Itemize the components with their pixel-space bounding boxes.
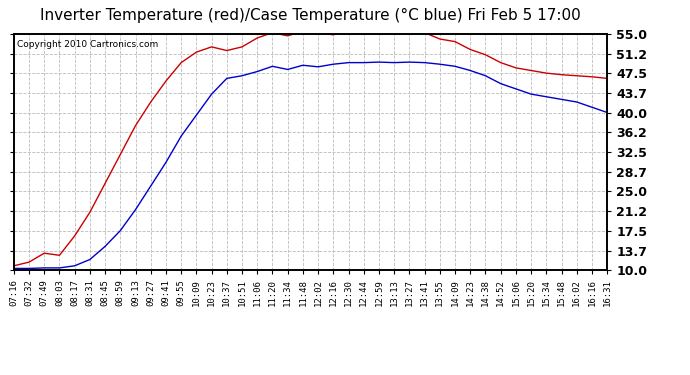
Text: Inverter Temperature (red)/Case Temperature (°C blue) Fri Feb 5 17:00: Inverter Temperature (red)/Case Temperat…	[40, 8, 581, 22]
Text: Copyright 2010 Cartronics.com: Copyright 2010 Cartronics.com	[17, 40, 158, 49]
